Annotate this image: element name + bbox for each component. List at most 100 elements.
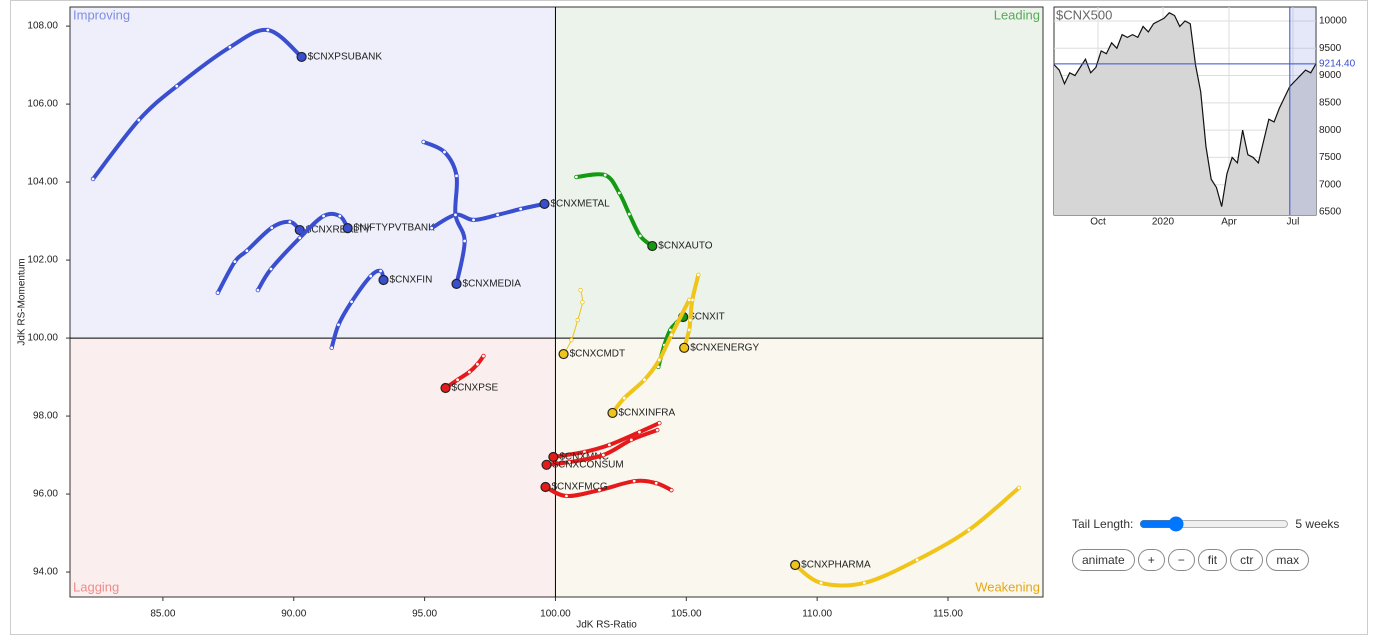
y-tick-label: 104.00 (27, 177, 58, 188)
x-tick-label: 95.00 (412, 609, 437, 620)
tail-point (914, 557, 920, 563)
tail-point (329, 345, 334, 351)
tail-point (349, 299, 354, 305)
tail-row: Tail Length: 5 weeks (1072, 514, 1362, 534)
tail-point (421, 139, 426, 145)
tail-point (607, 442, 612, 448)
tail-point (90, 176, 96, 182)
tail-point (297, 235, 302, 241)
head-point (539, 198, 550, 210)
price-line (1053, 12, 1317, 207)
head-point (607, 407, 618, 419)
tail-point (580, 299, 585, 305)
button[interactable]: fit (1197, 549, 1228, 571)
y-tick-label: 7500 (1319, 152, 1342, 163)
y-tick-label: 6500 (1319, 207, 1342, 218)
tail (793, 485, 1021, 588)
x-tick-label: Oct (1090, 217, 1106, 228)
quadrant-lagging (70, 338, 556, 597)
button[interactable]: animate (1072, 549, 1135, 571)
y-axis-label: JdK RS-Momentum (17, 258, 28, 345)
tail-point (454, 173, 459, 179)
head-point (548, 451, 559, 463)
series-label: $CNXFIN (390, 275, 433, 286)
quadrant-weakening (555, 338, 1043, 597)
head-point (540, 481, 551, 493)
inset-title: $CNX500 (1056, 7, 1112, 22)
tail-point (601, 452, 606, 458)
x-axis-label: JdK RS-Ratio (576, 620, 637, 631)
series-label: $CNXENERGY (690, 342, 759, 353)
tail-point (696, 272, 701, 278)
tail-point (818, 580, 824, 586)
series-label: $CNXMETAL (550, 199, 610, 210)
tail-point (582, 449, 587, 455)
tail-point (567, 459, 572, 465)
tail-point (688, 317, 693, 323)
head-point (790, 559, 801, 571)
tail-point (638, 233, 643, 239)
x-tick-label: 115.00 (933, 609, 963, 620)
area (1054, 12, 1316, 216)
tail-point (642, 377, 647, 382)
y-tick-label: 94.00 (33, 567, 58, 578)
y-tick-label: 8500 (1319, 97, 1342, 108)
tail-point (654, 480, 659, 486)
series-label: $CNXAUTO (658, 241, 712, 252)
tail-point (174, 83, 179, 89)
tail-point (287, 219, 293, 225)
quadrant-leading (555, 7, 1043, 339)
plot-border (69, 6, 1044, 598)
head-point (342, 223, 353, 234)
series-label: $CNXCONSUM (553, 459, 624, 470)
tail-point (255, 287, 261, 293)
tail-point (686, 297, 692, 303)
tail-point (265, 27, 271, 33)
series-label: $CNXREALTY (306, 225, 371, 236)
controls: Tail Length: 5 weeks animate + − fit ctr max (1072, 514, 1362, 571)
y-tick-label: 9500 (1319, 43, 1342, 54)
head-point (541, 459, 552, 470)
tail-point (442, 149, 447, 155)
tail-point (455, 377, 460, 382)
tail-point (136, 117, 142, 123)
x-tick-label: 100.00 (540, 609, 571, 620)
tail-point (602, 172, 608, 178)
tail-window (1289, 7, 1316, 215)
tail-point (657, 357, 662, 363)
head-point (679, 342, 690, 353)
tail-point (627, 211, 632, 217)
tail-point (686, 327, 692, 333)
x-tick-label: 90.00 (281, 609, 306, 620)
tail-point (632, 478, 637, 484)
tail-point (669, 332, 674, 338)
quadrant-label: Lagging (73, 579, 119, 594)
button[interactable]: max (1266, 549, 1310, 571)
x-tick-label: 85.00 (150, 609, 175, 620)
tail-point (215, 290, 221, 296)
tail-point (564, 493, 569, 499)
tail-point (655, 427, 660, 433)
y-tick-label: 106.00 (27, 99, 58, 110)
button[interactable]: − (1167, 549, 1195, 571)
y-tick-label: 96.00 (33, 489, 58, 500)
tail-point (569, 337, 574, 343)
buttons: animate + − fit ctr max (1072, 549, 1362, 571)
series-label: $CNXCMDT (570, 349, 626, 360)
tail-slider[interactable] (1139, 516, 1290, 532)
series-label: $CNXPSE (452, 383, 499, 394)
button[interactable]: + (1137, 549, 1165, 571)
tail-point (862, 580, 867, 586)
head-point (558, 348, 569, 360)
tail-point (518, 206, 523, 212)
tail-point (268, 266, 274, 272)
tail-point (269, 225, 274, 230)
head-point (440, 382, 451, 394)
x-tick-label: Apr (1221, 217, 1237, 228)
tail-point (617, 190, 622, 196)
series-label: $CNXMEDIA (463, 279, 522, 290)
button[interactable]: ctr (1230, 549, 1264, 571)
tail-point (966, 527, 972, 533)
tail-point (453, 212, 458, 218)
